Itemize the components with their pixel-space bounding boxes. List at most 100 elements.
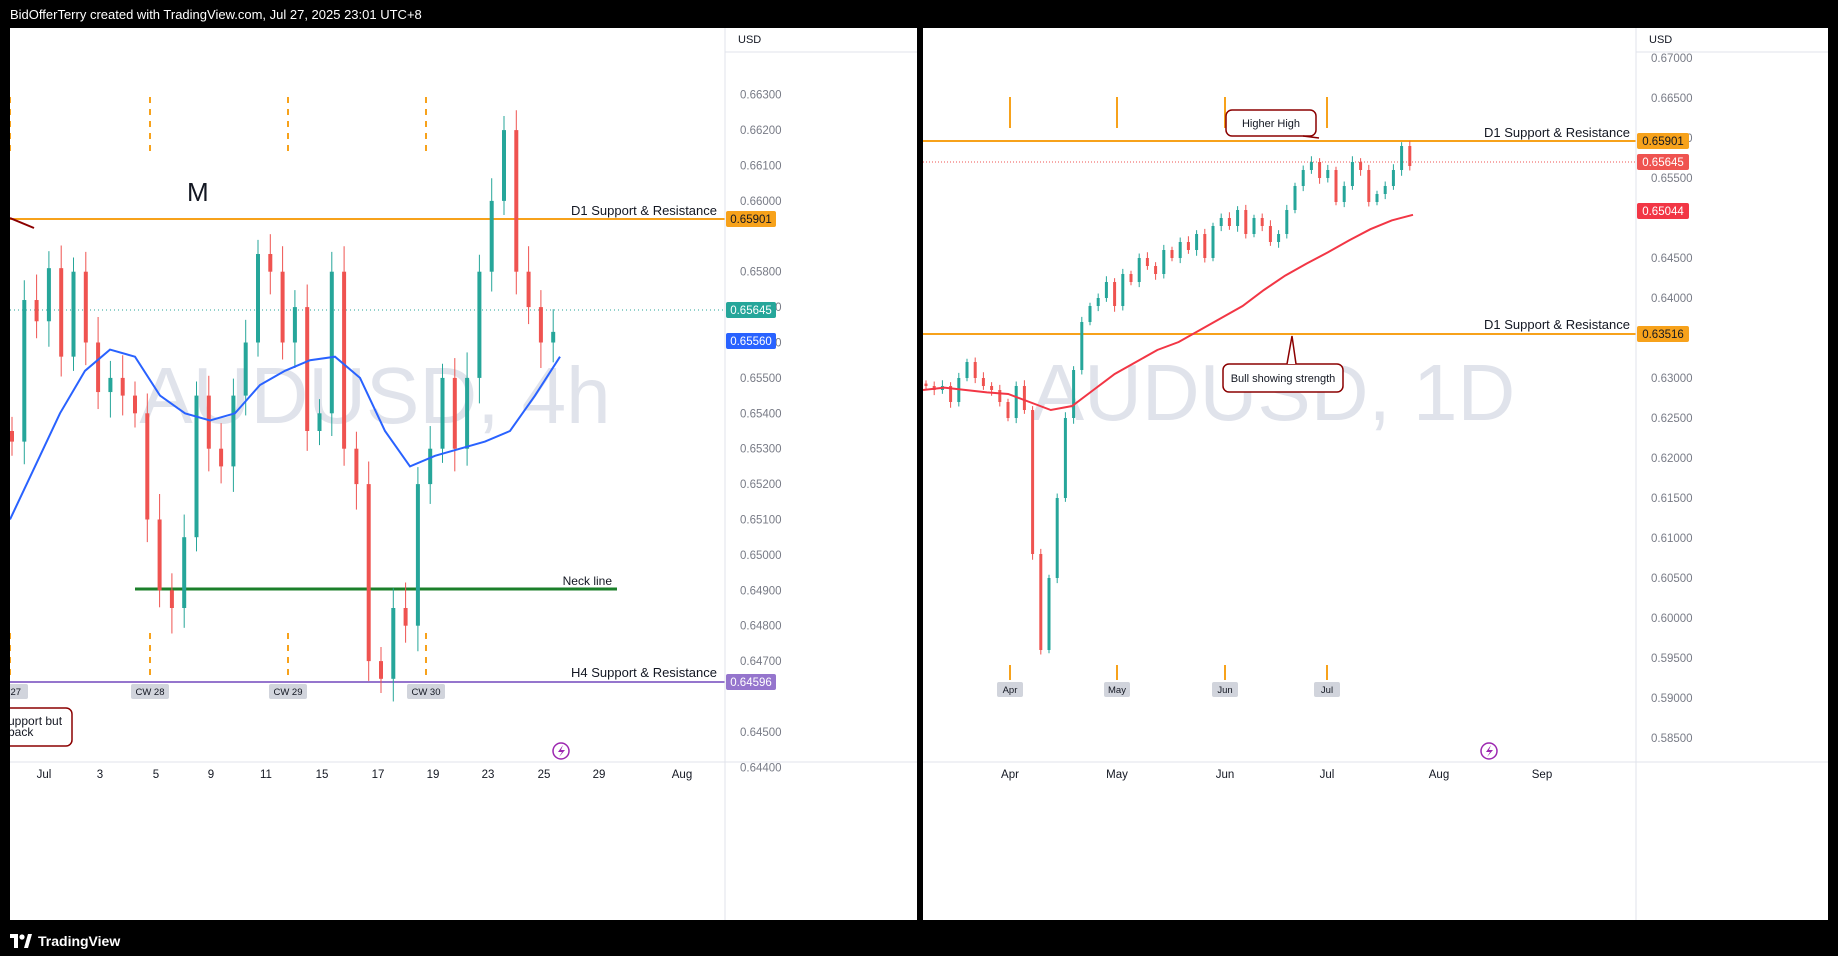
- d1-candle: [949, 386, 953, 402]
- h4-candle: [46, 268, 51, 322]
- time-axis-tick: 29: [593, 769, 606, 781]
- higher-high-label: Higher High: [1242, 118, 1300, 130]
- chart-4h-svg[interactable]: AUDUSD, 4h M D1 Support & Resistance H4 Sup…: [10, 28, 917, 920]
- month-marker-label: Apr: [1003, 685, 1018, 696]
- callout-line-2: back: [10, 725, 34, 739]
- lightning-icon: [552, 742, 570, 760]
- d1-candle: [1096, 298, 1100, 306]
- d1-candle: [1334, 170, 1338, 202]
- h4-candle: [551, 331, 556, 343]
- lightning-icon-bolt: [1486, 745, 1493, 757]
- h4-candle: [415, 484, 420, 626]
- currency-label: USD: [1649, 34, 1672, 46]
- price-label-text: 0.63516: [1642, 329, 1684, 341]
- price-label-text: 0.64596: [730, 677, 772, 689]
- month-marker-pill: [1212, 682, 1238, 697]
- d1-candle: [1039, 554, 1043, 650]
- price-label-badge: [726, 333, 776, 349]
- price-axis-tick: 0.65100: [740, 515, 782, 527]
- header-credit: BidOfferTerry created with TradingView.c…: [10, 7, 422, 22]
- h4-candle: [231, 395, 236, 467]
- chart-pane-4h[interactable]: AUDUSD, 4h M D1 Support & Resistance H4 Sup…: [10, 28, 917, 920]
- h4-candle: [366, 484, 371, 662]
- bull-callout-label: Bull showing strength: [1231, 373, 1336, 385]
- price-axis-tick: 0.64700: [740, 656, 782, 668]
- bull-callout: [1222, 363, 1344, 393]
- h4-candle: [403, 608, 408, 626]
- price-axis-tick: 0.60000: [1651, 613, 1693, 625]
- h4-candle: [292, 307, 297, 343]
- d1-candle: [1268, 226, 1272, 242]
- price-label-text: 0.65901: [730, 214, 772, 226]
- price-axis-tick: 0.65000: [740, 550, 782, 562]
- d1-candle: [1309, 162, 1313, 170]
- d1-candle: [1285, 210, 1289, 234]
- h4-candle: [71, 271, 76, 357]
- h4-candle: [440, 377, 445, 449]
- chart-pane-1d[interactable]: AUDUSD, 1D D1 Support & Resistance D1 Supp…: [923, 28, 1828, 920]
- d1-candle: [1145, 258, 1149, 266]
- d1-candle: [1055, 498, 1059, 578]
- tradingview-logo-icon[interactable]: [10, 934, 32, 948]
- price-label-badge: [1637, 133, 1689, 149]
- h4-candle: [120, 377, 125, 396]
- price-axis-tick: 0.67000: [1651, 53, 1693, 65]
- lightning-icon: [1480, 742, 1498, 760]
- price-axis-tick: 0.64900: [740, 585, 782, 597]
- h4-candle: [489, 200, 494, 272]
- h4-candle: [305, 307, 310, 431]
- d1-candle: [1408, 146, 1412, 166]
- d1-candle: [1006, 402, 1010, 418]
- h4-candle: [514, 130, 519, 272]
- d1-candle: [1072, 370, 1076, 418]
- h4-candle: [10, 431, 14, 442]
- week-marker-pill: [407, 684, 445, 699]
- h4-candle: [206, 395, 211, 449]
- d1-candle: [1154, 266, 1158, 274]
- d1-sr-top-label: D1 Support & Resistance: [1484, 125, 1630, 140]
- d1-candle: [1022, 386, 1026, 410]
- d1-candle: [1252, 218, 1256, 234]
- d1-candle: [1236, 210, 1240, 226]
- h4-candle: [354, 448, 359, 485]
- price-axis-tick: 0.66100: [740, 161, 782, 173]
- d1-candle: [1211, 226, 1215, 258]
- d1-candle: [1219, 218, 1223, 226]
- d1-candle: [1400, 146, 1404, 170]
- month-marker-label: Jun: [1217, 685, 1232, 696]
- time-axis-tick: 19: [427, 769, 440, 781]
- d1-candle: [1047, 578, 1051, 650]
- h4-candle: [268, 254, 273, 272]
- h4-candle: [133, 395, 137, 414]
- d1-candle: [1367, 170, 1371, 202]
- time-axis-tick: Sep: [1532, 769, 1552, 781]
- h4-candle: [280, 271, 285, 343]
- d1-candle: [1063, 418, 1067, 498]
- d1-sr-bottom-label: D1 Support & Resistance: [1484, 317, 1630, 332]
- price-axis-tick: 0.62000: [1651, 453, 1693, 465]
- d1-candle: [998, 390, 1002, 402]
- price-label-badge: [1637, 326, 1689, 342]
- price-axis-tick: 0.66500: [1651, 93, 1693, 105]
- price-label-badge: [1637, 203, 1689, 219]
- price-label-text: 0.65901: [1642, 136, 1684, 148]
- price-label-badge: [726, 674, 776, 690]
- h4-candle: [477, 271, 482, 378]
- d1-candle: [1244, 210, 1248, 234]
- time-axis-tick: 23: [482, 769, 495, 781]
- d1-candle: [924, 383, 928, 386]
- d1-candle: [1178, 242, 1182, 258]
- d1-candle: [1277, 234, 1281, 242]
- week-marker-pill: [10, 684, 28, 699]
- price-axis-tick: 0.64500: [740, 727, 782, 739]
- d1-sr-label: D1 Support & Resistance: [571, 203, 717, 218]
- price-axis-tick: 0.61500: [1651, 493, 1693, 505]
- price-label-badge: [726, 211, 776, 227]
- d1-candle: [973, 362, 977, 378]
- price-axis-tick: 0.64000: [1651, 293, 1693, 305]
- h4-candle: [329, 271, 334, 414]
- h4-candle: [538, 307, 543, 343]
- higher-high-callout: [1225, 109, 1317, 137]
- pattern-label: M: [187, 177, 209, 207]
